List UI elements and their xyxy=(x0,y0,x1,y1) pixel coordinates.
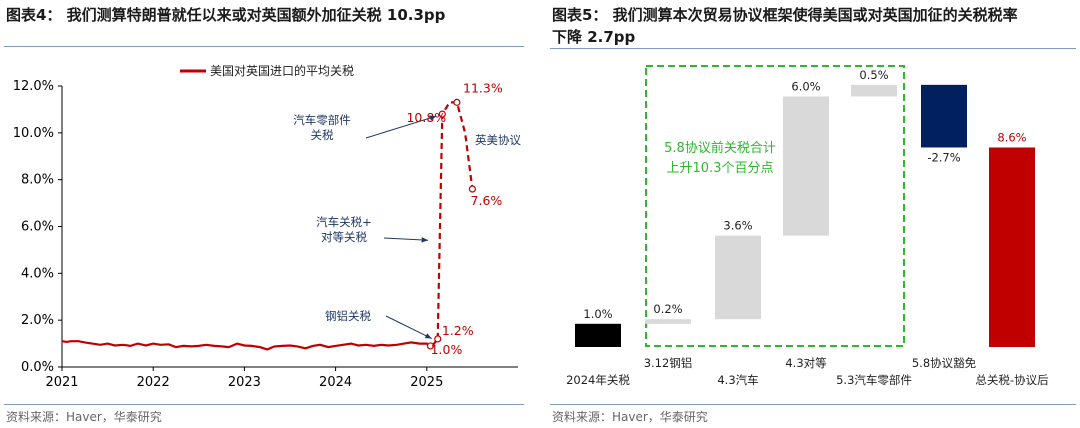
annotation-arrow xyxy=(365,115,437,139)
waterfall-bar xyxy=(645,319,691,324)
annotation-arrowhead xyxy=(424,333,432,339)
waterfall-bar xyxy=(575,323,621,347)
category-label: 3.12钢铝 xyxy=(644,356,693,370)
category-label: 5.8协议豁免 xyxy=(912,356,976,370)
annotation-text: 对等关税 xyxy=(321,230,367,244)
annotation-text: 汽车关税+ xyxy=(316,215,372,229)
waterfall-bar xyxy=(851,84,897,97)
point-marker xyxy=(468,185,476,193)
point-marker xyxy=(426,342,435,350)
bar-value-label: 8.6% xyxy=(997,130,1026,144)
annotation-text: 钢铝关税 xyxy=(325,309,371,323)
point-value-label: 1.0% xyxy=(431,342,463,357)
y-tick-label: 8.0% xyxy=(21,173,54,188)
annotation-text: 英美协议 xyxy=(475,133,521,147)
point-value-label: 1.2% xyxy=(442,323,474,338)
left-line-chart: 0.0% 2.0% 4.0% 6.0% 8.0% 10.0% 12.0% 2021 2022 20… xyxy=(13,63,522,390)
x-tick-label: 2025 xyxy=(410,375,443,390)
waterfall-bar xyxy=(989,147,1035,347)
right-source-rule xyxy=(550,404,1076,405)
category-label: 5.3汽车零部件 xyxy=(836,373,912,387)
left-chart-title: 图表4： 我们测算特朗普就任以来或对英国额外加征关税 10.3pp xyxy=(6,6,446,24)
right-title-rule xyxy=(550,48,1076,49)
annotation-arrowhead xyxy=(421,237,429,243)
point-value-label: 11.3% xyxy=(463,80,503,95)
left-source-note: 资料来源：Haver，华泰研究 xyxy=(6,410,162,424)
x-tick-label: 2023 xyxy=(228,375,261,390)
y-tick-label: 2.0% xyxy=(21,313,54,328)
annotation-arrow xyxy=(385,315,432,340)
point-marker xyxy=(453,98,461,106)
waterfall-bar xyxy=(715,235,761,320)
right-chart-title-line1: 图表5： 我们测算本次贸易协议框架使得美国或对英国加征的关税税率 xyxy=(552,6,1018,24)
series-line-dashed xyxy=(436,101,474,339)
bar-value-label: -2.7% xyxy=(927,150,960,164)
right-chart-title-line2: 下降 2.7pp xyxy=(552,28,636,46)
y-tick-label: 10.0% xyxy=(13,126,54,141)
legend-label: 美国对英国进口的平均关税 xyxy=(210,63,354,78)
highlight-box xyxy=(645,65,905,347)
x-tick-label: 2021 xyxy=(45,375,78,390)
bar-value-label: 0.2% xyxy=(653,302,682,316)
right-source-note: 资料来源：Haver，华泰研究 xyxy=(552,410,708,424)
box-annotation-line1: 5.8协议前关税合计 xyxy=(664,140,776,156)
annotation-arrowhead xyxy=(429,115,437,121)
y-tick-label: 12.0% xyxy=(13,79,54,94)
bar-value-label: 0.5% xyxy=(859,68,888,82)
y-tick-label: 0.0% xyxy=(21,360,54,375)
waterfall-bar xyxy=(921,84,967,148)
right-chart-title: 图表5： 我们测算本次贸易协议框架使得美国或对英国加征的关税税率 下降 2.7p… xyxy=(552,4,1078,48)
bar-value-label: 1.0% xyxy=(583,307,612,321)
left-title-rule xyxy=(4,46,524,47)
point-value-label: 7.6% xyxy=(471,193,503,208)
left-source-rule xyxy=(4,404,524,405)
waterfall-bar xyxy=(783,96,829,236)
point-marker xyxy=(434,335,442,343)
point-marker xyxy=(438,110,446,118)
point-value-label: 10.8% xyxy=(406,110,446,125)
category-label: 4.3对等 xyxy=(785,356,826,370)
category-label: 2024年关税 xyxy=(566,373,630,387)
annotation-text: 汽车零部件 xyxy=(293,113,351,127)
y-tick-label: 4.0% xyxy=(21,266,54,281)
y-tick-label: 6.0% xyxy=(21,220,54,235)
annotation-text: 关税 xyxy=(311,128,334,142)
series-line-solid xyxy=(61,338,439,351)
annotation-arrow xyxy=(383,237,429,241)
x-tick-label: 2022 xyxy=(137,375,170,390)
bar-value-label: 6.0% xyxy=(791,79,820,93)
category-label: 4.3汽车 xyxy=(717,373,758,387)
category-label: 总关税-协议后 xyxy=(975,373,1048,387)
x-tick-label: 2024 xyxy=(319,375,352,390)
box-annotation-line2: 上升10.3个百分点 xyxy=(667,161,774,176)
bar-value-label: 3.6% xyxy=(723,219,752,233)
